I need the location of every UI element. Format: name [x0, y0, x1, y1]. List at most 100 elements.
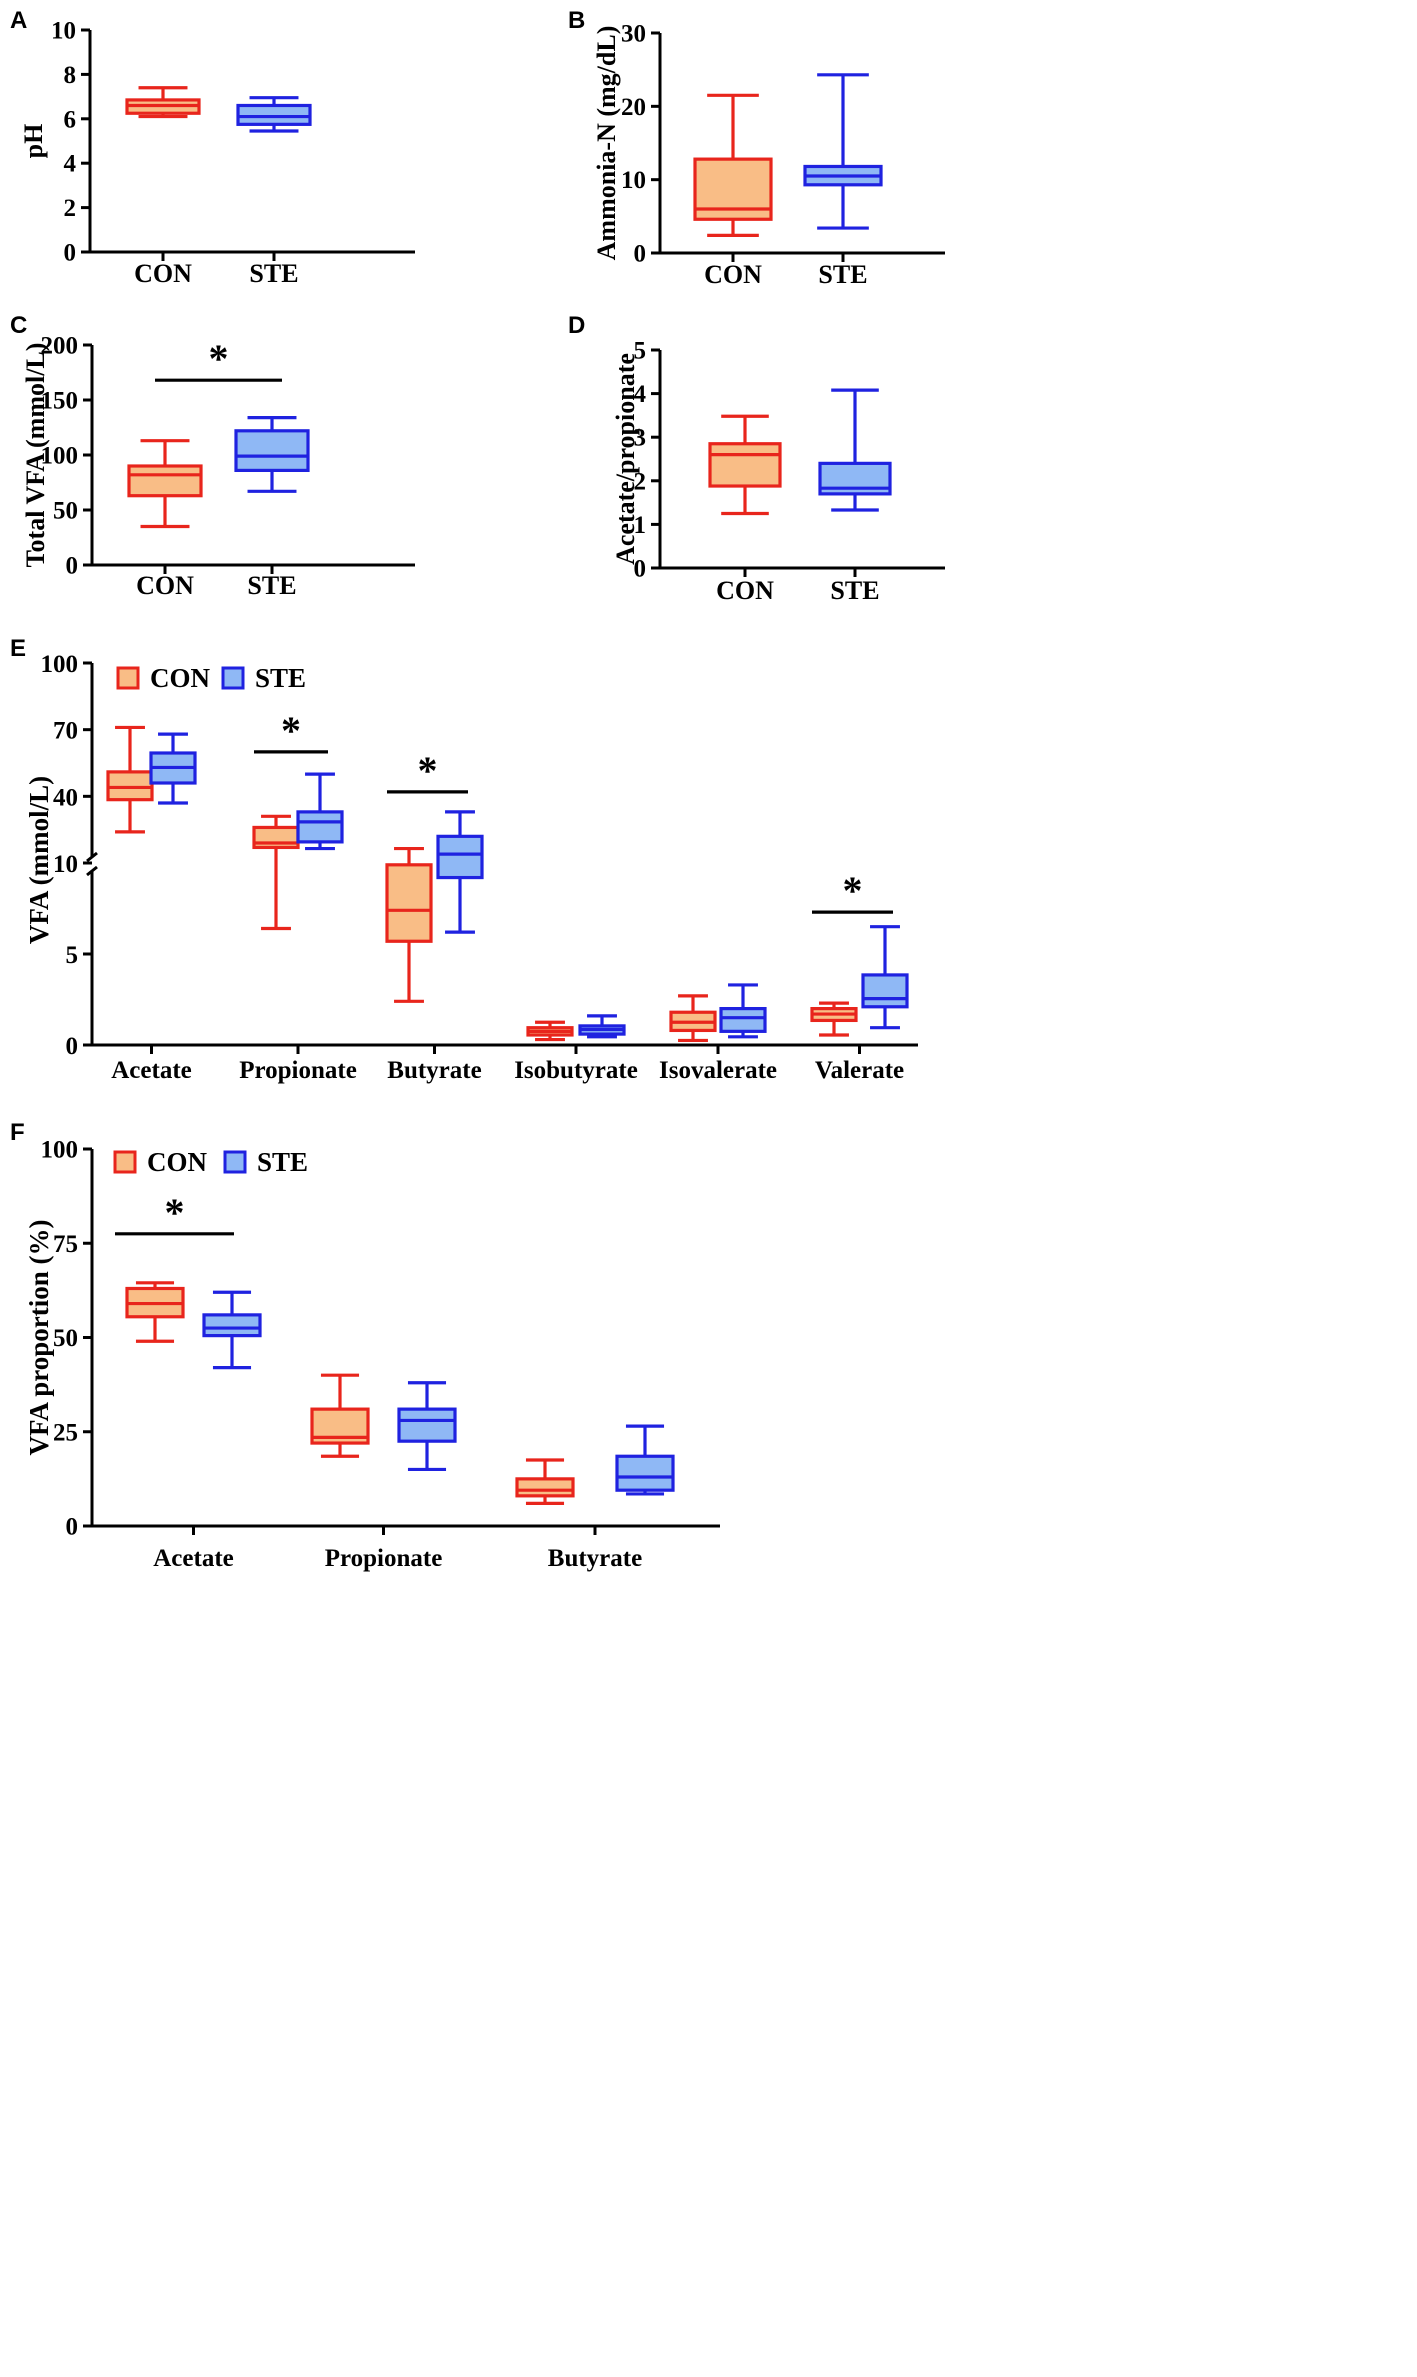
con-box: [693, 93, 773, 237]
ste-box-iqr-box: [397, 1407, 457, 1443]
con-box: [385, 846, 433, 1003]
con-box: [127, 439, 203, 529]
ste-box: [615, 1424, 675, 1496]
con-box: [708, 414, 782, 516]
significance-star: *: [418, 748, 438, 793]
con-box: [252, 814, 300, 931]
significance-star: *: [165, 1190, 185, 1235]
x-category-label: CON: [716, 576, 774, 605]
x-category-label: CON: [134, 259, 192, 288]
y-tick-label: 5: [634, 338, 647, 365]
ste-box-iqr-box: [436, 834, 484, 880]
significance-star: *: [209, 336, 229, 381]
ste-box: [296, 772, 344, 851]
y-axis-label: Total VFA (mmol/L): [21, 343, 50, 568]
legend-swatch-con: [113, 1150, 137, 1174]
y-tick-label: 2: [634, 468, 647, 495]
y-tick-label: 0: [634, 556, 647, 583]
ste-box: [436, 810, 484, 934]
panel-letter: A: [10, 7, 27, 34]
panel-letter: D: [568, 312, 585, 339]
y-tick-label: 30: [621, 21, 646, 48]
y-tick-label: 2: [64, 195, 77, 222]
y-axis-label: VFA (mmol/L): [24, 776, 54, 944]
y-tick-label: 50: [53, 498, 78, 525]
y-tick-label: 4: [634, 381, 647, 408]
y-tick-label: 70: [53, 718, 78, 745]
y-axis-label: pH: [19, 124, 48, 159]
y-tick-label: 10: [51, 18, 76, 45]
con-box: [125, 1281, 185, 1343]
x-category-label: Propionate: [325, 1545, 443, 1572]
y-tick-label: 75: [53, 1231, 78, 1258]
con-box-iqr-box: [106, 770, 154, 802]
y-tick-label: 3: [634, 425, 647, 452]
y-tick-label: 6: [64, 106, 77, 133]
y-tick-label: 0: [66, 553, 79, 580]
panel-f: F 0 25 50 75 100 VFA proportion (%) CON STE Aceta…: [10, 1119, 720, 1572]
ste-box-iqr-box: [234, 429, 310, 472]
y-axis-label: VFA proportion (%): [24, 1220, 54, 1456]
x-category-label: Isovalerate: [659, 1057, 777, 1084]
legend-label-ste: STE: [255, 663, 306, 693]
con-box: [810, 1001, 858, 1037]
y-tick-label: 10: [53, 851, 78, 878]
con-box: [515, 1458, 575, 1505]
y-tick-label: 25: [53, 1419, 78, 1446]
y-tick-label: 0: [66, 1033, 79, 1060]
axis-break-mark: [86, 851, 98, 863]
y-tick-label: 0: [66, 1514, 79, 1541]
ste-box: [202, 1290, 262, 1370]
ste-box-iqr-box: [719, 1006, 767, 1033]
y-tick-label: 8: [64, 62, 77, 89]
con-box: [310, 1373, 370, 1458]
panel-a: A 0 2 4 6 8 10 pH CON STE: [10, 7, 415, 288]
con-box: [106, 725, 154, 834]
con-box-iqr-box: [515, 1477, 575, 1498]
ste-box: [818, 388, 892, 512]
ste-box: [149, 732, 197, 805]
panel-letter: E: [10, 635, 26, 662]
x-category-label: Acetate: [111, 1057, 192, 1084]
x-category-label: Butyrate: [387, 1057, 481, 1084]
ste-box-iqr-box: [202, 1313, 262, 1338]
ste-box-iqr-box: [236, 103, 312, 126]
con-box: [669, 994, 717, 1043]
significance-star: *: [281, 708, 301, 753]
x-category-label: Valerate: [815, 1057, 904, 1084]
y-tick-label: 4: [64, 151, 77, 178]
y-tick-label: 50: [53, 1325, 78, 1352]
x-category-label: STE: [247, 571, 296, 600]
ste-box-iqr-box: [861, 973, 909, 1009]
con-box: [526, 1020, 574, 1042]
y-tick-label: 5: [66, 942, 79, 969]
y-tick-label: 20: [621, 94, 646, 121]
legend: CON STE: [116, 663, 306, 693]
x-category-label: Acetate: [153, 1545, 234, 1572]
y-tick-label: 100: [41, 443, 79, 470]
ste-box: [719, 983, 767, 1039]
ste-box: [803, 73, 883, 230]
y-tick-label: 150: [41, 388, 79, 415]
y-tick-label: 1: [634, 512, 647, 539]
x-category-label: Propionate: [239, 1057, 357, 1084]
legend: CON STE: [113, 1147, 308, 1177]
x-category-label: STE: [830, 576, 879, 605]
ste-box: [861, 925, 909, 1030]
y-tick-label: 40: [53, 784, 78, 811]
con-box-iqr-box: [385, 863, 433, 943]
y-tick-label: 10: [621, 167, 646, 194]
y-axis-label: Acetate/propionate: [611, 353, 640, 565]
x-category-label: STE: [818, 260, 867, 289]
legend-label-con: CON: [150, 663, 211, 693]
con-box-iqr-box: [708, 442, 782, 488]
y-tick-label: 100: [41, 651, 79, 678]
y-tick-label: 200: [41, 333, 79, 360]
x-category-label: CON: [704, 260, 762, 289]
ste-box-iqr-box: [615, 1454, 675, 1492]
significance-star: *: [843, 868, 863, 913]
x-category-label: CON: [136, 571, 194, 600]
